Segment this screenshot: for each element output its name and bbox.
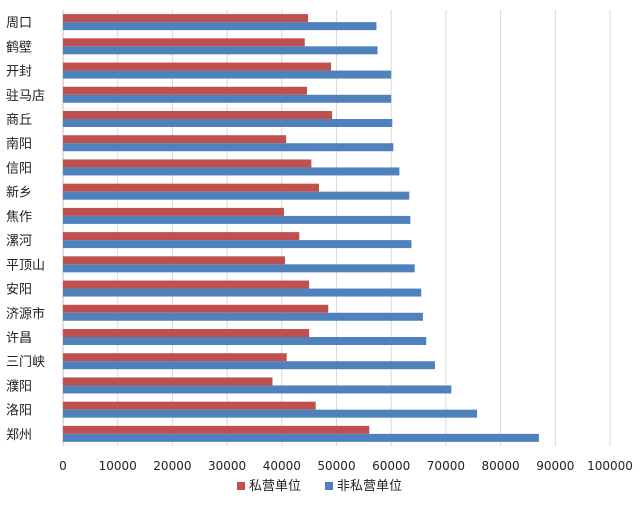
bar-private bbox=[63, 183, 319, 192]
bar-non-private bbox=[63, 191, 410, 200]
bar-private bbox=[63, 256, 286, 265]
bar-non-private bbox=[63, 264, 415, 273]
bar-non-private bbox=[63, 361, 435, 370]
category-label: 郑州 bbox=[6, 428, 32, 443]
category-label: 许昌 bbox=[6, 331, 32, 346]
category-label: 平顶山 bbox=[6, 258, 45, 273]
bar-private bbox=[63, 280, 310, 289]
category-label: 鹤壁 bbox=[6, 39, 32, 55]
bar-private bbox=[63, 207, 284, 216]
legend-label: 非私营单位 bbox=[337, 479, 402, 494]
category-label: 济源市 bbox=[6, 306, 45, 322]
bar-private bbox=[63, 159, 312, 168]
bar-private bbox=[63, 14, 309, 23]
bar-non-private bbox=[63, 167, 400, 176]
legend-label: 私营单位 bbox=[249, 479, 301, 494]
x-tick-label: 80000 bbox=[482, 459, 520, 473]
bar-private bbox=[63, 111, 333, 119]
bar-non-private bbox=[63, 240, 412, 249]
bar-non-private bbox=[63, 143, 394, 152]
bar-private bbox=[63, 425, 370, 434]
category-label: 三门峡 bbox=[6, 355, 45, 370]
bar-non-private bbox=[63, 337, 427, 345]
bar-non-private bbox=[63, 46, 378, 55]
x-axis-tick-labels: 0 10000 20000 30000 40000 50000 60000 70000 8000… bbox=[59, 459, 633, 473]
x-tick-label: 70000 bbox=[427, 459, 465, 473]
legend: 私营单位 非私营单位 bbox=[237, 479, 402, 494]
bar-non-private bbox=[63, 70, 392, 79]
x-tick-label: 90000 bbox=[536, 459, 574, 473]
category-label: 信阳 bbox=[6, 161, 32, 176]
bar-private bbox=[63, 232, 300, 241]
category-label: 濮阳 bbox=[6, 379, 32, 394]
category-label: 焦作 bbox=[6, 210, 32, 225]
category-label: 周口 bbox=[6, 16, 32, 31]
bar-non-private bbox=[63, 215, 411, 224]
bar-non-private bbox=[63, 409, 478, 418]
bar-private bbox=[63, 135, 287, 144]
bar-non-private bbox=[63, 385, 452, 394]
category-label: 开封 bbox=[6, 65, 32, 80]
x-tick-label: 100000 bbox=[587, 459, 633, 473]
bar-non-private bbox=[63, 288, 422, 297]
bar-private bbox=[63, 353, 287, 362]
x-tick-label: 10000 bbox=[99, 459, 137, 473]
bar-non-private bbox=[63, 22, 377, 31]
legend-swatch bbox=[325, 482, 333, 490]
bar-non-private bbox=[63, 94, 392, 103]
category-label: 安阳 bbox=[6, 283, 32, 298]
bar-non-private bbox=[63, 433, 539, 442]
bars-layer bbox=[63, 14, 539, 442]
x-tick-label: 60000 bbox=[372, 459, 410, 473]
category-label: 南阳 bbox=[6, 136, 32, 152]
x-tick-label: 30000 bbox=[208, 459, 246, 473]
x-tick-label: 40000 bbox=[263, 459, 301, 473]
bar-private bbox=[63, 38, 305, 47]
x-tick-label: 20000 bbox=[153, 459, 191, 473]
x-tick-label: 50000 bbox=[317, 459, 355, 473]
legend-swatch bbox=[237, 482, 245, 490]
bar-non-private bbox=[63, 312, 423, 321]
category-label: 漯河 bbox=[6, 234, 32, 249]
bar-private bbox=[63, 401, 316, 410]
bar-private bbox=[63, 86, 307, 95]
bar-private bbox=[63, 62, 332, 71]
x-tick-label: 0 bbox=[59, 459, 67, 473]
bar-private bbox=[63, 377, 273, 386]
grid-layer bbox=[62, 10, 611, 446]
bar-private bbox=[63, 329, 310, 337]
category-label: 新乡 bbox=[6, 185, 32, 201]
bar-non-private bbox=[63, 119, 393, 127]
category-label: 驻马店 bbox=[6, 89, 45, 104]
category-label: 洛阳 bbox=[6, 404, 32, 419]
category-label: 商丘 bbox=[6, 113, 32, 128]
bar-private bbox=[63, 304, 329, 313]
